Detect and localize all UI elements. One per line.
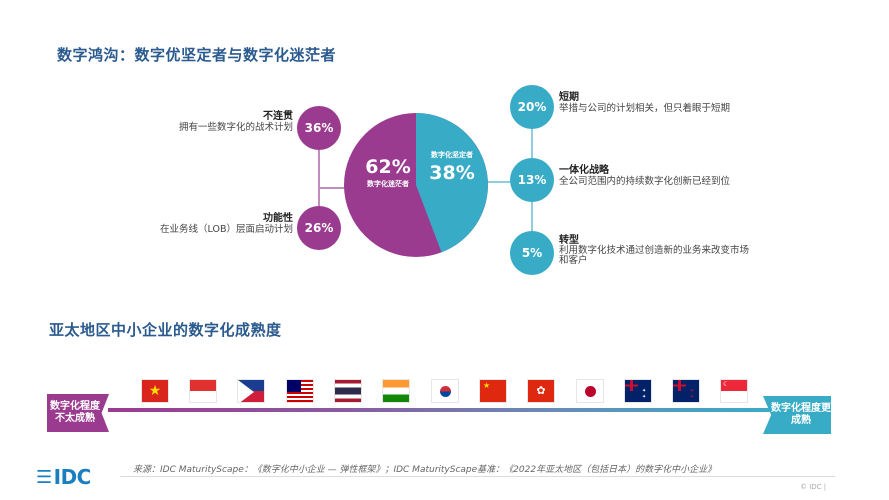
connector-line <box>318 187 348 189</box>
bubble-transform: 5% <box>510 231 554 275</box>
maturity-scale-arrow <box>108 408 778 412</box>
flag-hong-kong-icon: ✿ <box>527 379 555 403</box>
divide-title: 数字鸿沟：数字优坚定者与数字化迷茫者 <box>57 46 337 64</box>
pie-determined-label: 数字化坚定者 38% <box>429 151 475 184</box>
bubble-functional: 26% <box>297 206 341 250</box>
label-integrated: 一体化战略 全公司范围内的持续数字化创新已经到位 <box>559 165 731 187</box>
source-note: 来源：IDC MaturityScape：《数字化中小企业 — 弹性框架》；ID… <box>133 465 717 475</box>
more-mature-label: 数字化程度更成熟 <box>763 396 831 434</box>
idc-logo: ☰ IDC <box>36 465 91 489</box>
copyright: © IDC | <box>800 483 827 491</box>
bubble-integrated: 13% <box>510 158 554 202</box>
flag-thailand-icon <box>334 379 362 403</box>
connector-line <box>318 150 320 230</box>
flag-malaysia-icon <box>286 379 314 403</box>
label-functional: 功能性 在业务线（LOB）层面启动计划 <box>160 213 293 235</box>
flag-japan-icon <box>576 379 604 403</box>
pie-chart <box>344 113 488 257</box>
pie-lost-label: 62% 数字化迷茫者 <box>365 156 411 188</box>
flag-australia-icon: ✦ ✦ <box>624 379 652 403</box>
flag-india-icon <box>382 379 410 403</box>
label-short-term: 短期 举措与公司的计划相关，但只着眼于短期 <box>559 92 731 114</box>
flag-china-icon: ★ <box>479 379 507 403</box>
less-mature-label: 数字化程度不太成熟 <box>47 394 109 432</box>
bubble-short-term: 20% <box>510 85 554 129</box>
maturity-title: 亚太地区中小企业的数字化成熟度 <box>49 321 282 339</box>
globe-icon: ☰ <box>36 466 52 488</box>
flag-singapore-icon: ☾ <box>720 379 748 403</box>
flag-south-korea-icon <box>431 379 459 403</box>
flag-philippines-icon <box>237 379 265 403</box>
label-transform: 转型 利用数字化技术通过创造新的业务来改变市场和客户 <box>559 235 750 266</box>
bubble-incoherent: 36% <box>297 106 341 150</box>
label-incoherent: 不连贯 拥有一些数字化的战术计划 <box>178 111 293 133</box>
flag-new-zealand-icon: ✦ ✦ <box>672 379 700 403</box>
footer-divider <box>120 476 835 477</box>
flag-indonesia-icon <box>189 379 217 403</box>
flag-vietnam-icon: ★ <box>141 379 169 403</box>
connector-line <box>485 181 533 183</box>
